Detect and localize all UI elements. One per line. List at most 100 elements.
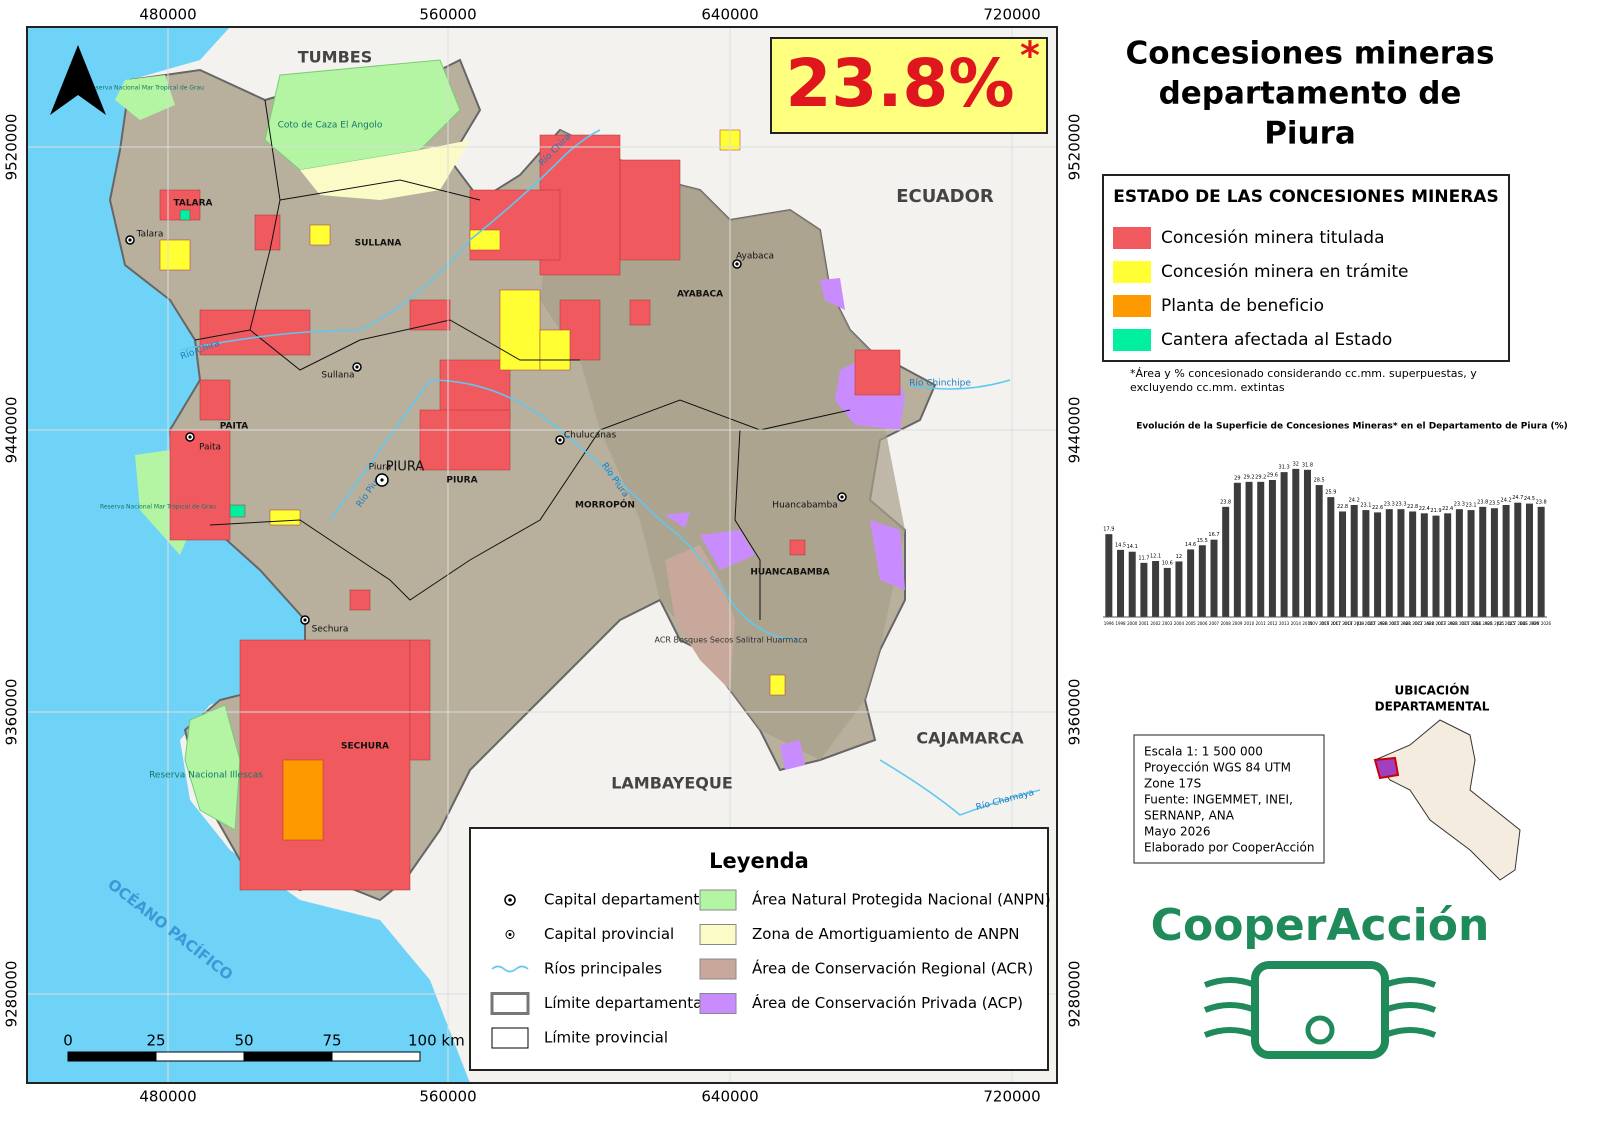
place-label: Ayabaca bbox=[736, 252, 774, 262]
north-arrow bbox=[50, 45, 106, 115]
bar bbox=[1303, 469, 1311, 617]
x-tick-label: ABR 2023 bbox=[1426, 621, 1446, 626]
location-title: DEPARTAMENTAL bbox=[1375, 700, 1490, 714]
highlight-box bbox=[770, 37, 1048, 134]
capital-marker bbox=[840, 495, 844, 499]
legend-label: Área de Conservación Privada (ACP) bbox=[752, 993, 1023, 1012]
bar-chart: Evolución de la Superficie de Concesione… bbox=[1103, 421, 1568, 626]
concession bbox=[309, 224, 331, 246]
info-line: Elaborado por CooperAcción bbox=[1144, 841, 1314, 855]
bar bbox=[1362, 510, 1370, 617]
x-coord-label: 480000 bbox=[139, 6, 196, 24]
bar bbox=[1327, 497, 1335, 617]
x-tick-label: 2013 bbox=[1279, 621, 1290, 626]
rivers bbox=[179, 129, 1041, 816]
legend-label: Área Natural Protegida Nacional (ANPN) bbox=[752, 890, 1051, 909]
bar bbox=[1163, 567, 1171, 617]
bar bbox=[1455, 509, 1463, 617]
bar bbox=[1409, 511, 1417, 617]
place-label: AYABACA bbox=[677, 290, 723, 300]
title-line: Concesiones mineras bbox=[1126, 36, 1495, 72]
place-label: Reserva Nacional Illescas bbox=[149, 771, 263, 781]
highlight-mark: * bbox=[1020, 34, 1040, 78]
scale-segment bbox=[243, 1051, 333, 1062]
concession bbox=[499, 289, 541, 371]
bar-label: 31.3 bbox=[1279, 465, 1290, 471]
scale-label: 25 bbox=[146, 1032, 165, 1050]
x-tick-label: 2014 bbox=[1291, 621, 1302, 626]
bar-label: 23.3 bbox=[1454, 502, 1465, 508]
bar bbox=[1432, 515, 1440, 617]
concession bbox=[419, 409, 511, 471]
symbol bbox=[491, 1027, 529, 1049]
x-tick-label: 2005 bbox=[1186, 621, 1197, 626]
capital-marker bbox=[303, 618, 307, 622]
bar bbox=[1397, 509, 1405, 617]
bar-label: 22.4 bbox=[1419, 506, 1430, 512]
x-tick-label: MAY 2026 bbox=[1531, 621, 1551, 626]
legend-swatch bbox=[1113, 295, 1151, 317]
x-tick-label: 2001 bbox=[1139, 621, 1150, 626]
legend-label: Concesión minera en trámite bbox=[1161, 262, 1408, 282]
status-note: excluyendo cc.mm. extintas bbox=[1130, 381, 1285, 394]
bar bbox=[1187, 549, 1195, 617]
province-limit bbox=[279, 179, 481, 201]
x-tick-label: 2007 bbox=[1209, 621, 1220, 626]
x-tick-label: 2009 bbox=[1232, 621, 1243, 626]
concession bbox=[619, 159, 681, 261]
bar-label: 23.8 bbox=[1536, 499, 1547, 505]
info-line: Mayo 2026 bbox=[1144, 825, 1211, 839]
x-coord-label: 640000 bbox=[701, 1088, 758, 1106]
acp bbox=[780, 740, 805, 770]
bar-label: 22.4 bbox=[1442, 506, 1453, 512]
concession bbox=[789, 539, 806, 556]
bar bbox=[1385, 509, 1393, 617]
bar-label: 23.5 bbox=[1489, 501, 1500, 507]
bar-label: 10.6 bbox=[1162, 560, 1173, 566]
y-coord-label: 9360000 bbox=[3, 679, 21, 746]
concession bbox=[629, 299, 651, 326]
concession bbox=[409, 299, 451, 331]
andes-relief bbox=[540, 130, 905, 760]
legend-label: Concesión minera titulada bbox=[1161, 228, 1385, 248]
anp-illescas bbox=[184, 704, 241, 831]
legend-label: Cantera afectada al Estado bbox=[1161, 330, 1392, 350]
info-line: Fuente: INGEMMET, INEI, bbox=[1144, 793, 1293, 807]
title-line: Piura bbox=[1264, 116, 1356, 152]
x-tick-label: 2003 bbox=[1162, 621, 1173, 626]
scale-segment bbox=[155, 1051, 245, 1062]
province-limit bbox=[599, 399, 851, 431]
x-tick-label: OCT 2018 bbox=[1333, 621, 1353, 626]
bar-label: 11.7 bbox=[1138, 555, 1149, 561]
bar bbox=[1245, 481, 1253, 617]
x-tick-label: 2002 bbox=[1150, 621, 1161, 626]
bar bbox=[1257, 481, 1265, 617]
x-tick-label: NOV 2016 bbox=[1309, 621, 1330, 626]
info-line: Escala 1: 1 500 000 bbox=[1144, 745, 1263, 759]
info-box bbox=[1133, 734, 1325, 864]
x-tick-label: JUL 2020 bbox=[1356, 621, 1375, 626]
place-label: LAMBAYEQUE bbox=[611, 774, 733, 793]
bar-label: 12 bbox=[1176, 554, 1182, 560]
concession bbox=[199, 309, 311, 356]
bar-label: 24.5 bbox=[1524, 496, 1535, 502]
bar-label: 29.6 bbox=[1267, 472, 1278, 478]
bar bbox=[1140, 562, 1148, 617]
concession bbox=[409, 639, 431, 761]
place-label: HUANCABAMBA bbox=[750, 568, 829, 578]
concession bbox=[539, 329, 571, 371]
legend-label: Área de Conservación Regional (ACR) bbox=[752, 959, 1033, 978]
bar-label: 14.1 bbox=[1127, 544, 1138, 550]
place-label: TUMBES bbox=[298, 48, 372, 67]
legend-swatch bbox=[1113, 227, 1151, 249]
x-tick-label: 2006 bbox=[1197, 621, 1208, 626]
status-legend-items: Concesión minera titulada Concesión miner… bbox=[1113, 227, 1408, 351]
scale-label: 75 bbox=[322, 1032, 341, 1050]
place-label: SECHURA bbox=[341, 742, 389, 752]
province-limit bbox=[249, 319, 580, 371]
bar bbox=[1315, 485, 1323, 617]
concession bbox=[199, 379, 231, 421]
province-limit bbox=[734, 429, 761, 620]
bar bbox=[1444, 513, 1452, 617]
x-tick-label: OCT 2025 bbox=[1508, 621, 1528, 626]
